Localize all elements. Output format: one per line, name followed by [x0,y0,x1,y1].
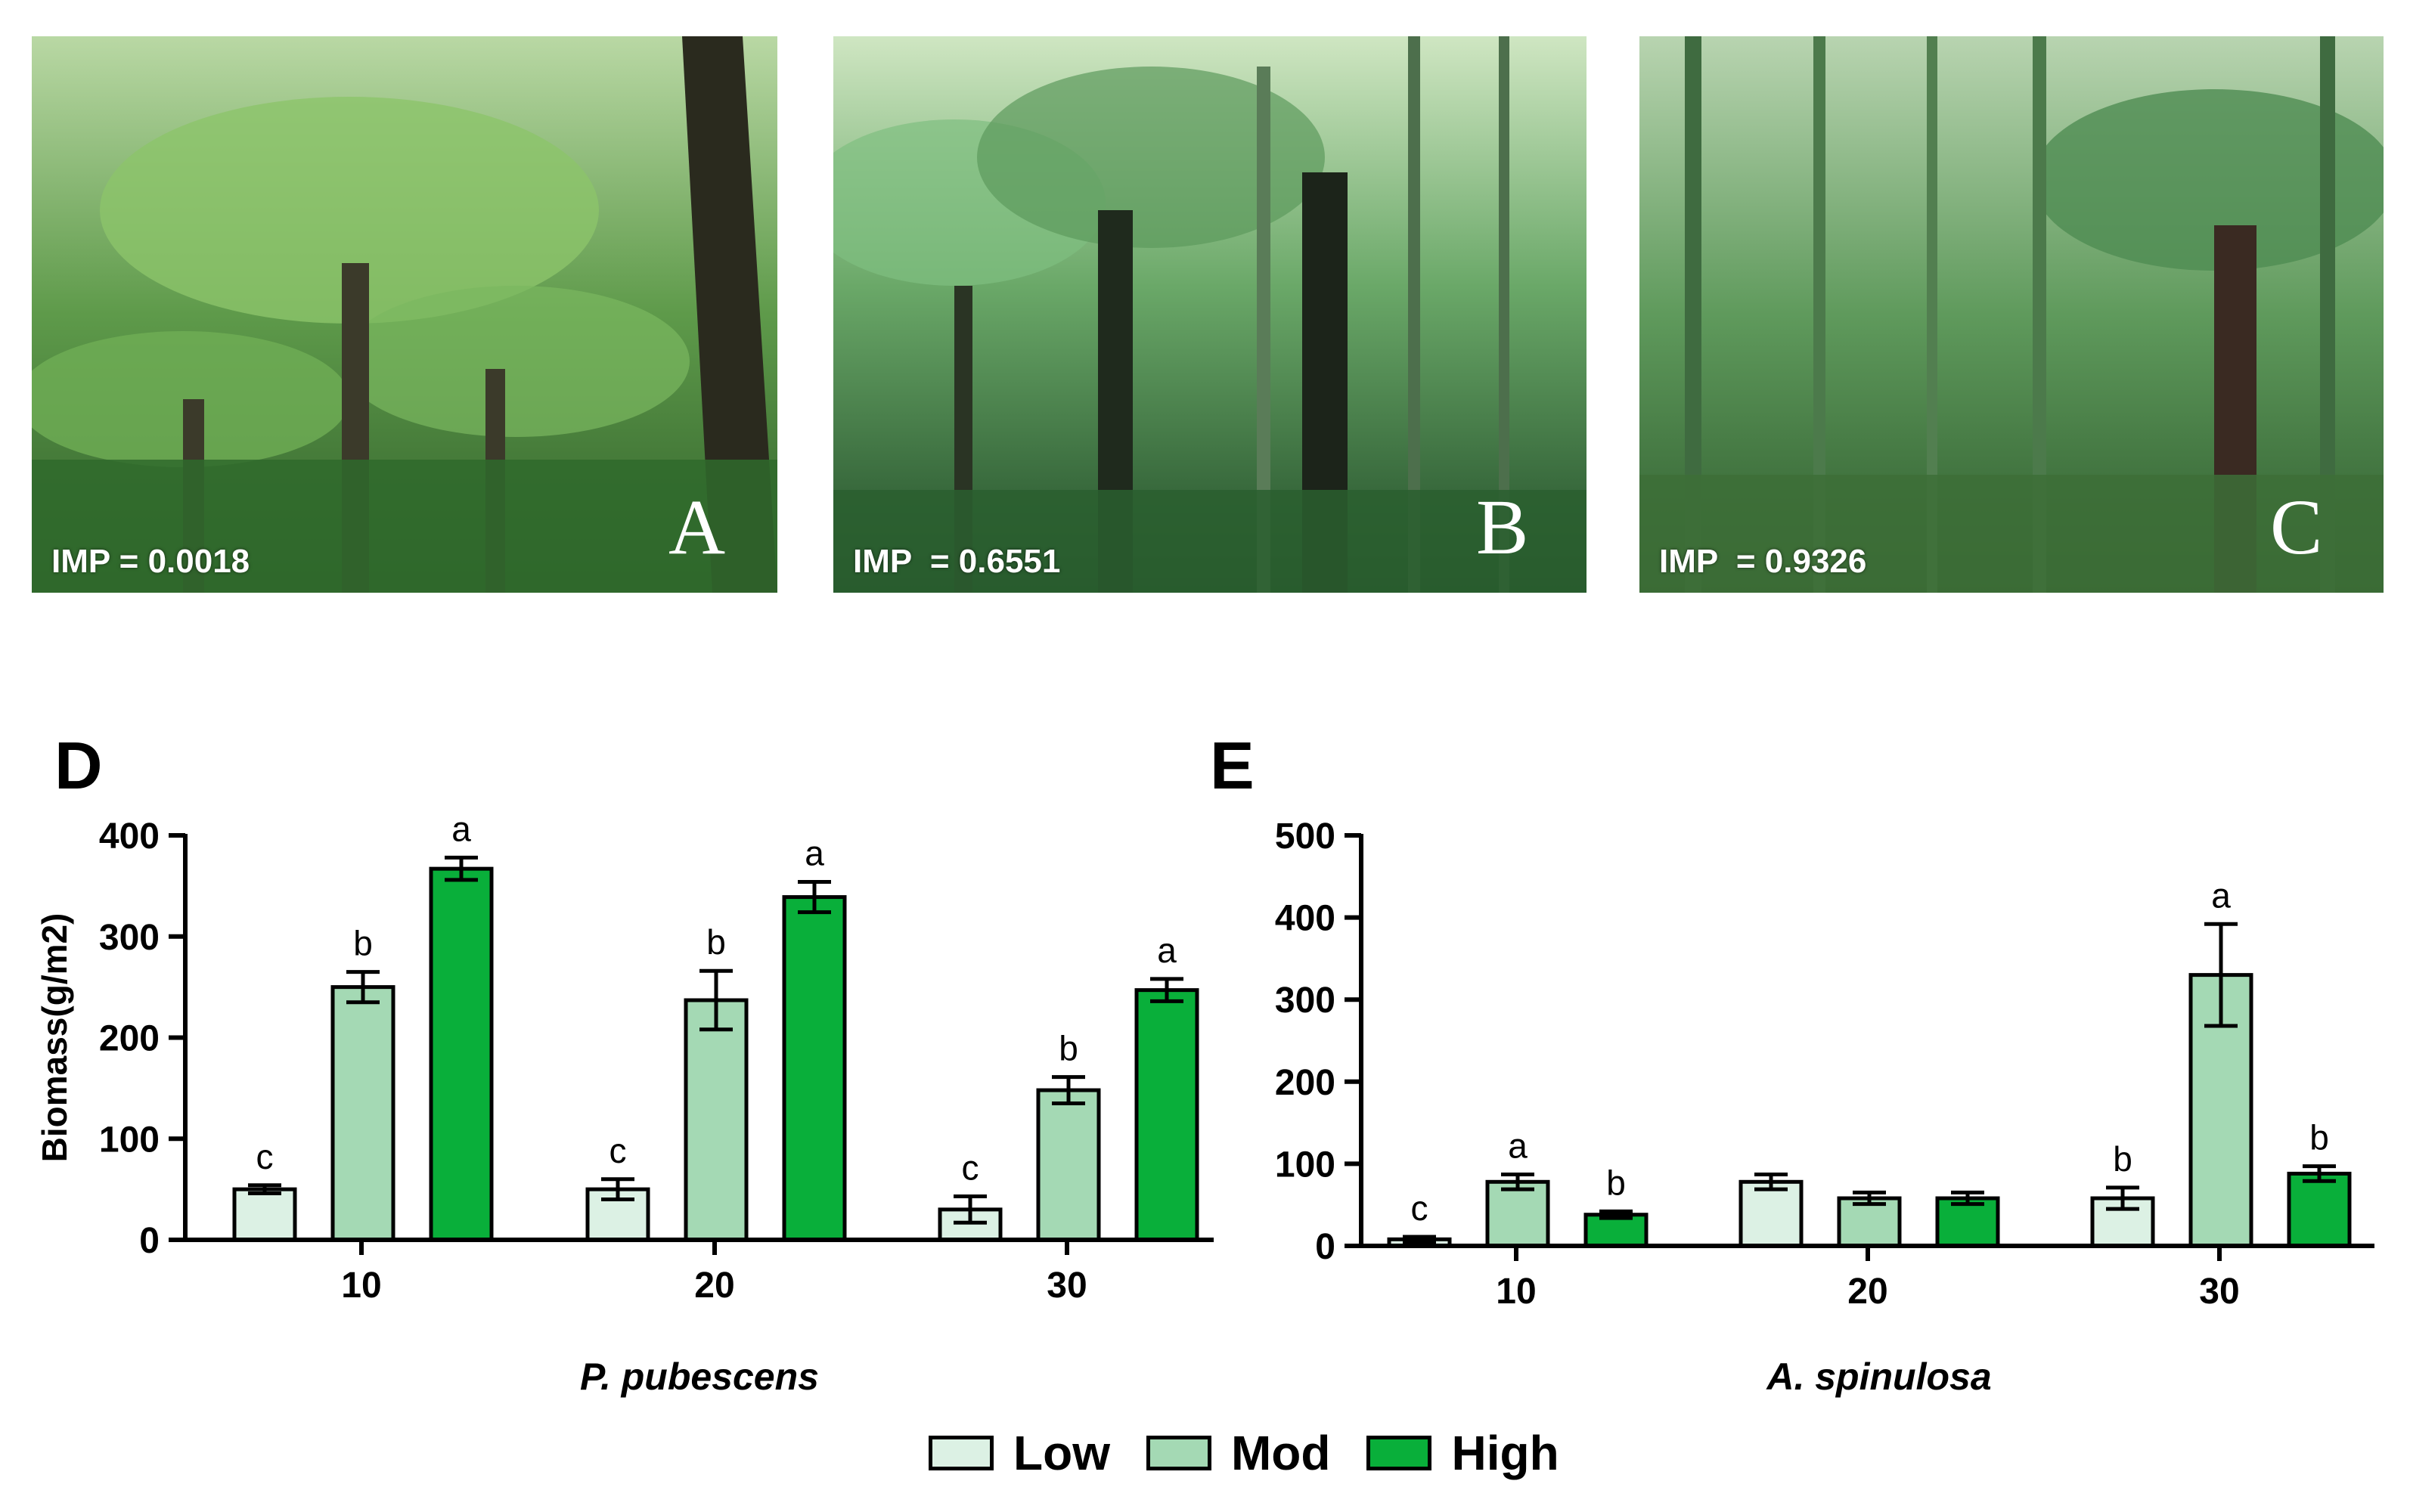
y-tick-label: 400 [99,816,160,857]
photo-letter: A [668,484,726,571]
y-tick-label: 100 [99,1120,160,1160]
significance-letter: a [2211,875,2231,915]
bar-low-20 [1738,1179,1804,1248]
significance-letter: b [706,922,726,962]
x-axis-title: A. spinulosa [1765,1356,1991,1398]
y-tick-label: 200 [99,1019,160,1059]
x-tick-label: 20 [694,1266,734,1306]
y-tick-label: 300 [1275,981,1335,1021]
bar-high-10 [1583,1213,1649,1248]
y-tick-label: 0 [139,1221,160,1261]
panel-label-e: E [1210,728,1255,803]
bar-high-30 [2287,1171,2352,1248]
y-tick-label: 100 [1275,1145,1335,1185]
y-axis-title: Biomass(g/m2) [35,913,74,1163]
significance-letter: b [2309,1118,2329,1157]
y-tick-label: 500 [1275,816,1335,857]
bar-mod-20 [684,998,749,1242]
significance-letter: a [1157,931,1177,970]
x-tick-label: 20 [1847,1272,1887,1312]
bar-mod-10 [330,985,395,1242]
bar-high-30 [1134,988,1199,1242]
photo-letter: B [1476,484,1529,571]
significance-letter: c [1411,1188,1428,1228]
y-tick-label: 400 [1275,899,1335,939]
photo-imp-label: IMP = 0.9326 [1659,543,1867,580]
legend-swatch-low [929,1436,994,1470]
significance-letter: b [1059,1029,1078,1068]
legend: Low Mod High [929,1425,1596,1481]
legend-item-high: High [1366,1425,1559,1481]
photo-imp-label: IMP = 0.0018 [51,543,250,580]
photo-a: A IMP = 0.0018 [32,36,777,593]
legend-item-mod: Mod [1146,1425,1331,1481]
legend-item-low: Low [929,1425,1110,1481]
y-tick-label: 300 [99,918,160,958]
bar-mod-10 [1485,1179,1550,1248]
bar-low-10 [232,1187,297,1242]
legend-swatch-mod [1146,1436,1211,1470]
photo-letter: C [2270,484,2323,571]
photo-c: C IMP = 0.9326 [1639,36,2384,593]
significance-letter: a [805,834,824,873]
x-tick-label: 10 [341,1266,381,1306]
significance-letter: a [451,809,471,848]
legend-swatch-high [1366,1436,1432,1470]
significance-letter: c [256,1137,274,1176]
legend-label-mod: Mod [1230,1426,1331,1480]
bar-high-20 [782,895,847,1242]
photo-b: B IMP = 0.6551 [833,36,1587,593]
panel-label-d: D [54,728,103,803]
legend-label-low: Low [1013,1426,1110,1480]
x-tick-label: 30 [1047,1266,1087,1306]
x-tick-label: 30 [2199,1272,2239,1312]
significance-letter: a [1508,1126,1528,1166]
bar-mod-30 [1036,1088,1101,1242]
significance-letter: c [962,1148,979,1187]
y-tick-label: 200 [1275,1063,1335,1103]
photo-imp-label: IMP = 0.6551 [853,543,1061,580]
x-axis-title: P. pubescens [580,1356,819,1398]
significance-letter: b [353,924,373,963]
y-tick-label: 0 [1315,1227,1335,1267]
bar-high-10 [429,866,494,1242]
x-tick-label: 10 [1496,1272,1536,1312]
significance-letter: c [609,1131,627,1170]
significance-letter: b [2113,1139,2132,1179]
legend-label-high: High [1451,1426,1559,1480]
significance-letter: b [1606,1163,1626,1202]
